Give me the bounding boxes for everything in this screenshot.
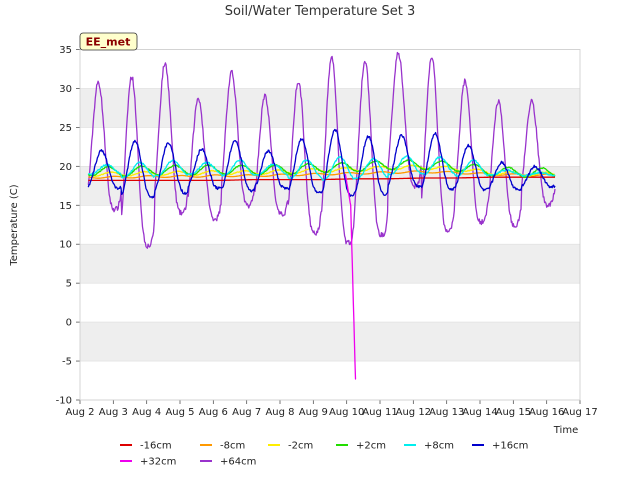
x-tick-label: Aug 15 <box>496 407 531 418</box>
x-tick-label: Aug 5 <box>165 407 194 418</box>
x-tick-label: Aug 9 <box>299 407 328 418</box>
series-line-plus2cm <box>87 159 556 179</box>
y-tick-label: 20 <box>59 162 72 173</box>
x-tick-label: Aug 16 <box>529 407 564 418</box>
legend: -16cm -8cm -2cm +2cm +8cm +16cm +32cm +64cm <box>120 441 528 468</box>
x-axis: Aug 2 Aug 3 Aug 4 Aug 5 Aug 6 Aug 7 Aug 8 Aug 9… <box>65 400 598 418</box>
legend-label: +16cm <box>492 441 528 452</box>
x-tick-label: Aug 10 <box>329 407 364 418</box>
series-line-plus32cm <box>344 173 357 380</box>
series-line-minus2cm <box>88 164 555 177</box>
series-line-plus8cm <box>87 155 556 181</box>
plot-background <box>80 49 580 401</box>
y-tick-label: 35 <box>59 45 72 56</box>
y-tick-label: -10 <box>56 396 72 407</box>
x-tick-label: Aug 14 <box>462 407 497 418</box>
y-tick-label: 10 <box>59 240 72 251</box>
y-tick-label: 30 <box>59 84 72 95</box>
x-tick-label: Aug 2 <box>65 407 94 418</box>
grid-band <box>80 88 580 128</box>
x-axis-label: Time <box>553 425 578 436</box>
x-tick-label: Aug 6 <box>199 407 228 418</box>
x-tick-label: Aug 7 <box>232 407 261 418</box>
y-tick-label: 25 <box>59 123 72 134</box>
x-tick-label: Aug 4 <box>132 407 161 418</box>
chart-title: Soil/Water Temperature Set 3 <box>225 4 416 19</box>
legend-label: -16cm <box>140 441 172 452</box>
plot-frame <box>79 49 581 401</box>
y-tick-label: 5 <box>66 279 72 290</box>
legend-label: +2cm <box>356 441 386 452</box>
y-tick-label: -5 <box>62 357 72 368</box>
legend-label: -2cm <box>288 441 313 452</box>
y-axis-label: Temperature (C) <box>9 184 20 266</box>
grid-band <box>80 322 580 362</box>
legend-label: -8cm <box>220 441 245 452</box>
legend-label: +8cm <box>424 441 454 452</box>
y-tick-label: 15 <box>59 201 72 212</box>
station-badge-box <box>79 32 138 51</box>
x-tick-label: Aug 11 <box>362 407 397 418</box>
series-line-plus64cm <box>87 51 556 249</box>
station-badge: EE_met <box>79 32 138 51</box>
station-badge-text: EE_met <box>86 36 131 49</box>
x-tick-label: Aug 8 <box>265 407 294 418</box>
x-tick-label: Aug 13 <box>429 407 464 418</box>
x-tick-label: Aug 12 <box>396 407 431 418</box>
y-tick-label: 0 <box>66 318 72 329</box>
legend-label: +64cm <box>220 457 256 468</box>
grid-band <box>80 244 580 284</box>
series-line-plus16cm <box>87 128 556 199</box>
x-tick-label: Aug 17 <box>562 407 597 418</box>
series-lines <box>87 51 556 380</box>
y-axis: -10 -5 0 5 10 15 20 25 30 35 <box>56 45 80 407</box>
legend-label: +32cm <box>140 457 176 468</box>
x-tick-label: Aug 3 <box>99 407 128 418</box>
